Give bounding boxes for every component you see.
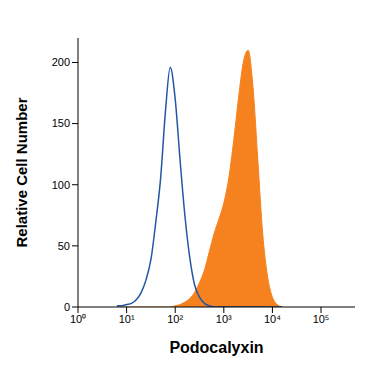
svg-text:50: 50 — [58, 240, 70, 252]
svg-text:150: 150 — [52, 117, 70, 129]
svg-text:Relative Cell Number: Relative Cell Number — [13, 97, 30, 247]
svg-text:10²: 10² — [167, 313, 183, 325]
svg-text:Podocalyxin: Podocalyxin — [169, 339, 263, 356]
svg-text:200: 200 — [52, 56, 70, 68]
svg-text:10³: 10³ — [216, 313, 232, 325]
svg-text:100: 100 — [52, 179, 70, 191]
svg-text:0: 0 — [64, 301, 70, 313]
svg-text:10⁰: 10⁰ — [70, 313, 86, 325]
svg-text:10⁵: 10⁵ — [313, 313, 330, 325]
svg-text:10⁴: 10⁴ — [264, 313, 281, 325]
svg-text:10¹: 10¹ — [119, 313, 135, 325]
